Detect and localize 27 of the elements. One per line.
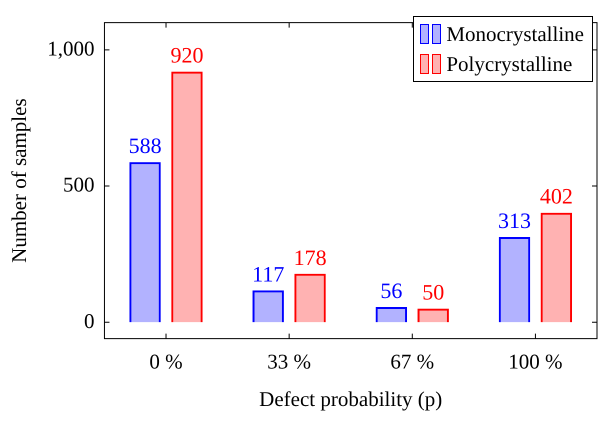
y-tick-label: 0 <box>84 308 94 333</box>
x-tick-label: 0 % <box>149 350 183 374</box>
bar <box>418 308 449 322</box>
data-label: 588 <box>128 133 162 158</box>
data-label: 313 <box>498 208 531 233</box>
data-label: 178 <box>294 244 327 270</box>
data-label: 117 <box>252 261 284 286</box>
bar <box>540 212 572 322</box>
bar <box>294 274 326 322</box>
x-tick-label: 100 % <box>508 350 563 374</box>
bar <box>376 307 408 322</box>
y-tick-label: 500 <box>62 172 94 197</box>
x-axis-title: Defect probability (p) <box>259 386 442 411</box>
y-axis-title: Number of samples <box>7 98 32 263</box>
x-tick-label: 67 % <box>390 350 434 374</box>
bar <box>252 290 284 322</box>
data-label: 920 <box>170 42 204 68</box>
bar <box>498 236 530 322</box>
y-tick-label: 1,000 <box>47 36 94 60</box>
data-label: 50 <box>422 280 444 305</box>
legend-label: Polycrystalline <box>446 51 572 78</box>
data-label: 56 <box>380 278 402 303</box>
x-tick-label: 33 % <box>267 350 312 374</box>
bar <box>171 72 203 322</box>
legend-label: Monocrystalline <box>446 21 584 48</box>
data-label: 402 <box>540 184 573 209</box>
bar <box>129 162 161 322</box>
